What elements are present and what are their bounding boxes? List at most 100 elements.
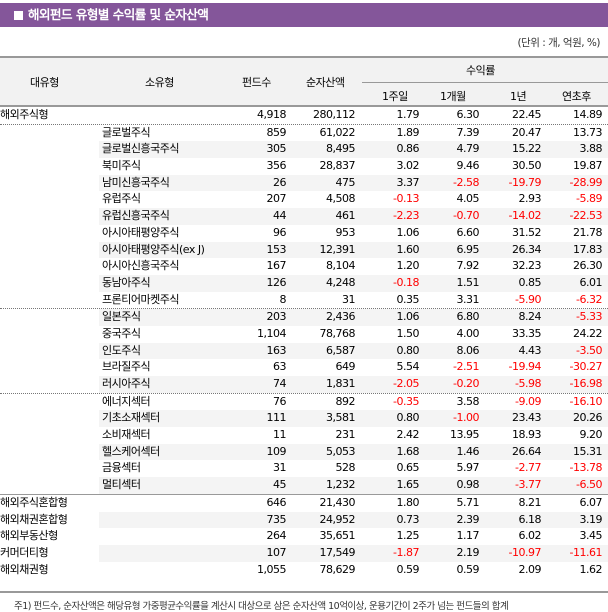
cell-major: 해외채권혼합형 bbox=[0, 512, 68, 526]
cell-return-ytd: 3.19 bbox=[579, 512, 603, 526]
cell-return-1y: 33.35 bbox=[512, 326, 542, 340]
cell-return-1y: 30.50 bbox=[512, 159, 542, 173]
cell-return-ytd: -16.98 bbox=[569, 377, 603, 390]
cell-minor: 헬스케어섹터 bbox=[102, 444, 160, 458]
table-row: 아시아태평양주식 96 953 1.06 6.60 31.52 21.78 bbox=[0, 225, 608, 242]
table-row: 브라질주식 63 649 5.54 -2.51 -19.94 -30.27 bbox=[0, 359, 608, 376]
table-row: 중국주식 1,104 78,768 1.50 4.00 33.35 24.22 bbox=[0, 326, 608, 343]
cell-assets: 24,952 bbox=[319, 512, 356, 526]
cell-minor: 아시아태평양주식(ex J) bbox=[102, 242, 205, 256]
cell-funds: 207 bbox=[266, 192, 287, 206]
cell-funds: 126 bbox=[266, 275, 287, 289]
cell-return-1w: 5.54 bbox=[396, 360, 420, 374]
cell-minor: 중국주식 bbox=[102, 326, 141, 340]
cell-return-1w: 1.20 bbox=[396, 259, 420, 273]
header-funds: 펀드수 bbox=[242, 76, 271, 89]
cell-assets: 231 bbox=[335, 428, 356, 442]
cell-return-1m: 5.97 bbox=[456, 461, 480, 475]
cell-major: 해외채권형 bbox=[0, 562, 49, 576]
cell-return-1y: 23.43 bbox=[512, 411, 542, 425]
cell-return-1y: 26.64 bbox=[512, 444, 542, 458]
cell-assets: 1,831 bbox=[326, 377, 356, 390]
cell-return-1w: 0.59 bbox=[396, 562, 420, 576]
cell-return-1m: 6.60 bbox=[456, 225, 480, 239]
cell-funds: 167 bbox=[266, 259, 287, 273]
cell-funds: 107 bbox=[266, 545, 287, 559]
cell-assets: 12,391 bbox=[319, 242, 356, 256]
cell-return-1w: 1.50 bbox=[396, 326, 420, 340]
cell-funds: 96 bbox=[273, 225, 287, 239]
header-1m: 1개월 bbox=[440, 90, 466, 103]
cell-return-1m: -0.70 bbox=[453, 209, 479, 223]
table-row: 러시아주식 74 1,831 -2.05 -0.20 -5.98 -16.98 bbox=[0, 376, 608, 393]
cell-major: 커머더티형 bbox=[0, 545, 49, 559]
cell-return-1w: 1.65 bbox=[396, 478, 420, 492]
cell-assets: 78,629 bbox=[319, 562, 356, 576]
cell-assets: 8,104 bbox=[326, 259, 356, 273]
cell-assets: 461 bbox=[335, 209, 356, 223]
cell-return-ytd: 15.31 bbox=[573, 444, 603, 458]
cell-major: 해외부동산형 bbox=[0, 529, 58, 543]
cell-return-ytd: 19.87 bbox=[573, 159, 603, 173]
cell-minor: 북미주식 bbox=[102, 159, 141, 173]
cell-funds: 111 bbox=[266, 411, 287, 425]
cell-return-1m: 9.46 bbox=[456, 159, 480, 173]
cell-return-1y: 20.47 bbox=[512, 125, 542, 139]
cell-return-1y: 4.43 bbox=[518, 343, 542, 357]
cell-return-ytd: 9.20 bbox=[579, 428, 603, 442]
cell-return-1m: 3.31 bbox=[456, 292, 480, 306]
cell-return-1w: 1.25 bbox=[396, 529, 420, 543]
table-header: 대유형 소유형 펀드수 순자산액 수익률 1주일 1개월 1년 연초후 bbox=[0, 56, 608, 107]
cell-minor: 기초소재섹터 bbox=[102, 411, 160, 425]
cell-return-ytd: 13.73 bbox=[573, 125, 603, 139]
cell-return-1y: 18.93 bbox=[512, 428, 542, 442]
cell-return-1y: 0.85 bbox=[518, 275, 542, 289]
cell-minor: 프론티어마켓주식 bbox=[102, 292, 179, 306]
table-row: 기초소재섹터 111 3,581 0.80 -1.00 23.43 20.26 bbox=[0, 410, 608, 428]
table-row: 글로벌신흥국주식 305 8,495 0.86 4.79 15.22 3.88 bbox=[0, 141, 608, 159]
cell-assets: 892 bbox=[335, 394, 356, 408]
cell-return-1m: 7.92 bbox=[456, 259, 480, 273]
cell-assets: 8,495 bbox=[326, 142, 356, 156]
cell-return-1y: -9.09 bbox=[515, 394, 541, 408]
cell-funds: 109 bbox=[266, 444, 287, 458]
unit-label: (단위 : 개, 억원, %) bbox=[517, 37, 600, 49]
cell-return-ytd: 1.62 bbox=[579, 562, 603, 576]
cell-minor: 남미신흥국주식 bbox=[102, 175, 170, 189]
cell-return-1y: 32.23 bbox=[512, 259, 542, 273]
cell-major: 해외주식형 bbox=[0, 108, 49, 121]
cell-return-1y: 8.24 bbox=[518, 310, 542, 324]
table-row: 해외채권형 1,055 78,629 0.59 0.59 2.09 1.62 bbox=[0, 562, 608, 579]
cell-return-1m: 6.80 bbox=[456, 310, 480, 324]
cell-return-ytd: 21.78 bbox=[573, 225, 603, 239]
cell-minor: 글로벌신흥국주식 bbox=[102, 142, 179, 156]
cell-return-1y: -14.02 bbox=[508, 209, 542, 223]
table-row: 북미주식 356 28,837 3.02 9.46 30.50 19.87 bbox=[0, 158, 608, 175]
cell-minor: 아시아신흥국주식 bbox=[102, 259, 179, 273]
cell-return-ytd: -28.99 bbox=[569, 175, 603, 189]
cell-minor: 러시아주식 bbox=[102, 377, 151, 390]
table-row: 유럽신흥국주식 44 461 -2.23 -0.70 -14.02 -22.53 bbox=[0, 208, 608, 225]
cell-minor: 소비재섹터 bbox=[102, 428, 151, 442]
table-row: 멀티섹터 45 1,232 1.65 0.98 -3.77 -6.50 bbox=[0, 477, 608, 494]
cell-return-1m: 8.06 bbox=[456, 343, 480, 357]
cell-funds: 735 bbox=[266, 512, 287, 526]
cell-funds: 859 bbox=[266, 125, 287, 139]
cell-return-1w: 1.06 bbox=[396, 310, 420, 324]
cell-assets: 28,837 bbox=[319, 159, 356, 173]
cell-return-ytd: -5.89 bbox=[576, 192, 602, 206]
table-row: 해외채권혼합형 735 24,952 0.73 2.39 6.18 3.19 bbox=[0, 511, 608, 529]
table-row: 해외주식형 4,918 280,112 1.79 6.30 22.45 14.89 bbox=[0, 107, 608, 124]
table-row: 유럽주식 207 4,508 -0.13 4.05 2.93 -5.89 bbox=[0, 191, 608, 208]
cell-funds: 356 bbox=[266, 159, 287, 173]
table-row: 프론티어마켓주식 8 31 0.35 3.31 -5.90 -6.32 bbox=[0, 292, 608, 309]
cell-return-1y: 6.18 bbox=[518, 512, 542, 526]
cell-assets: 78,768 bbox=[319, 326, 356, 340]
cell-return-1m: 6.95 bbox=[456, 242, 480, 256]
cell-funds: 1,104 bbox=[257, 326, 287, 340]
cell-funds: 163 bbox=[266, 343, 287, 357]
table-row: 글로벌주식 859 61,022 1.89 7.39 20.47 13.73 bbox=[0, 123, 608, 142]
cell-minor: 글로벌주식 bbox=[102, 125, 151, 139]
table-row: 소비재섹터 11 231 2.42 13.95 18.93 9.20 bbox=[0, 427, 608, 444]
cell-return-1m: 3.58 bbox=[456, 394, 480, 408]
